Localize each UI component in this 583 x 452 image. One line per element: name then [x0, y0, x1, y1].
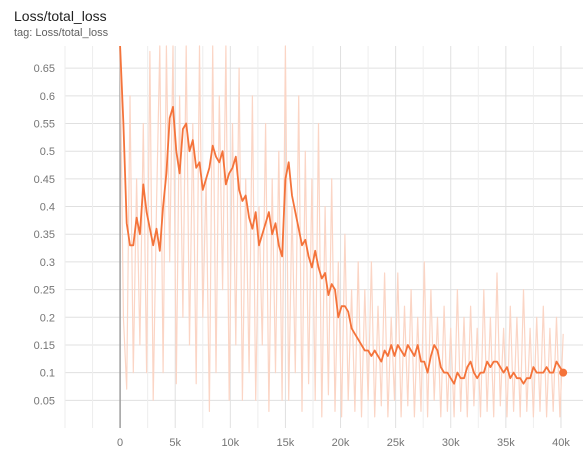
x-tick-label: 20k [332, 437, 350, 449]
smoothed-loss-line [119, 45, 564, 385]
chart-tag: tag: Loss/total_loss [14, 27, 109, 39]
x-tick-label: 0 [117, 437, 123, 449]
x-axis-ticks: 0 5k 10k 15k 20k 25k 30k 35k 40k [117, 437, 570, 449]
x-tick-label: 40k [552, 437, 570, 449]
x-tick-label: 5k [169, 437, 181, 449]
y-tick-label: 0.2 [40, 312, 55, 324]
y-tick-label: 0.1 [40, 368, 55, 380]
y-tick-label: 0.45 [34, 174, 55, 186]
x-tick-label: 15k [277, 437, 295, 449]
y-tick-label: 0.15 [34, 340, 55, 352]
y-tick-label: 0.25 [34, 285, 55, 297]
raw-series [119, 45, 564, 418]
x-tick-label: 35k [497, 437, 515, 449]
x-tick-label: 30k [442, 437, 460, 449]
y-tick-label: 0.3 [40, 257, 55, 269]
y-tick-label: 0.4 [40, 202, 55, 214]
smoothed-series [119, 45, 568, 385]
y-tick-label: 0.05 [34, 395, 55, 407]
x-tick-label: 25k [387, 437, 405, 449]
chart-title: Loss/total_loss [14, 8, 107, 24]
raw-loss-line [119, 45, 564, 418]
last-point-marker[interactable] [559, 368, 568, 377]
y-tick-label: 0.65 [34, 63, 55, 75]
y-tick-label: 0.35 [34, 229, 55, 241]
y-axis-ticks: 0.05 0.1 0.15 0.2 0.25 0.3 0.35 0.4 0.45 0.5 0.55 0… [34, 63, 55, 407]
x-tick-label: 10k [221, 437, 239, 449]
y-tick-label: 0.5 [40, 146, 55, 158]
y-tick-label: 0.55 [34, 119, 55, 131]
y-tick-label: 0.6 [40, 91, 55, 103]
